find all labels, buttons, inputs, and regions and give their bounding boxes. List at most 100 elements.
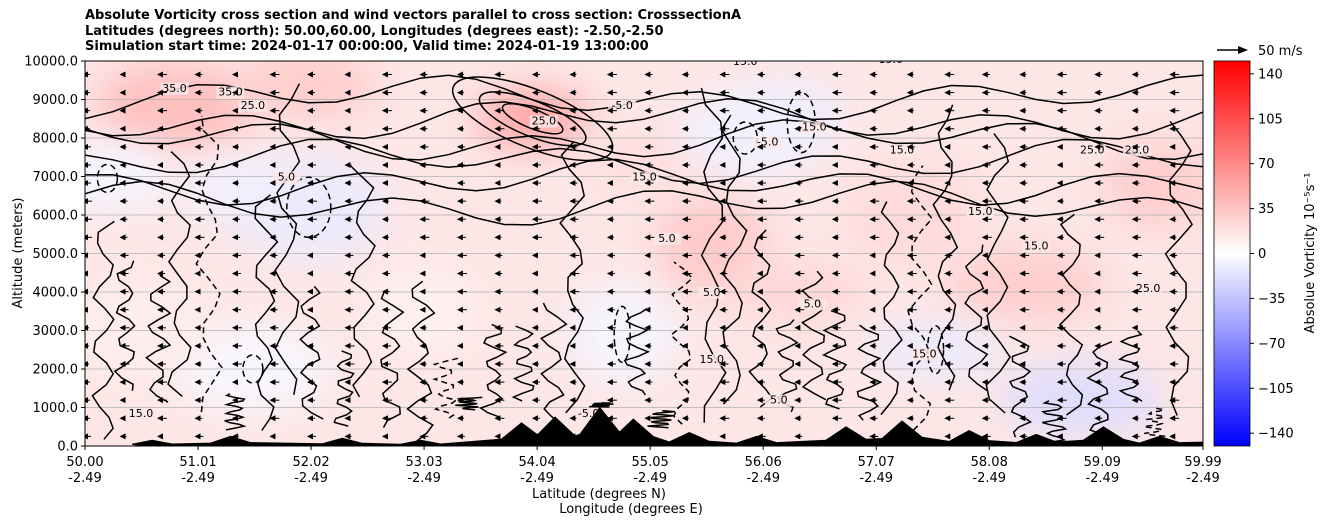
wind-vector-head (531, 107, 538, 114)
wind-vector-head (156, 89, 163, 96)
wind-vector-head (85, 234, 88, 241)
wind-vector-head (344, 379, 351, 386)
wind-vector-head (1131, 324, 1138, 331)
contour-label: 25.0 (241, 99, 266, 112)
wind-vector-head (944, 433, 951, 440)
wind-vector-head (569, 270, 576, 277)
wind-vector-head (156, 270, 163, 277)
wind-vector-head (606, 324, 613, 331)
wind-vector-head (1169, 360, 1176, 367)
wind-vector-head (269, 125, 276, 132)
wind-vector-head (869, 143, 876, 150)
wind-vector-head (831, 379, 838, 386)
contour-line (85, 74, 1203, 121)
wind-vector-head (381, 252, 388, 259)
contour-label: -5.0 (611, 99, 632, 112)
wind-vector-head (1131, 433, 1138, 440)
wind-vector-head (85, 71, 88, 78)
wind-vector-head (119, 143, 126, 150)
wind-vector-head (456, 89, 463, 96)
wind-vector-head (869, 89, 876, 96)
wind-vector-head (794, 288, 801, 295)
chart-title: Absolute Vorticity cross section and win… (85, 8, 741, 55)
wind-vector-head (494, 252, 501, 259)
x-tick-label-lat: 50.00 (66, 455, 103, 470)
wind-vector-head (644, 161, 651, 168)
wind-vector-head (269, 306, 276, 313)
wind-vector-head (1169, 198, 1176, 205)
wind-vector-head (569, 125, 576, 132)
wind-vector-head (756, 342, 763, 349)
wind-vector-head (1169, 216, 1176, 223)
wind-vector-head (456, 71, 463, 78)
wind-vector-head (681, 342, 688, 349)
y-tick-label: 8000.0 (33, 132, 79, 147)
wind-vector-head (719, 270, 726, 277)
contour-label-bg (608, 100, 637, 113)
contour-line (113, 260, 136, 391)
wind-vector-head (419, 107, 426, 114)
colorbar-gradient (1213, 60, 1251, 447)
wind-vector-head (419, 89, 426, 96)
wind-vector-head (719, 71, 726, 78)
contour-line (589, 402, 614, 408)
contour-label: 5.0 (703, 286, 721, 299)
wind-vector-head (606, 216, 613, 223)
contour-line (333, 350, 355, 427)
wind-vector-head (719, 234, 726, 241)
wind-vector-head (681, 270, 688, 277)
wind-vector-head (719, 342, 726, 349)
wind-vector-head (85, 252, 88, 259)
colorbar-label: Absolue Vorticity 10⁻⁵s⁻¹ (1303, 173, 1318, 334)
shading-region (175, 160, 286, 217)
title-line-2: Latitudes (degrees north): 50.00,60.00, … (85, 23, 664, 39)
quiver-key-label: 50 m/s (1258, 44, 1303, 59)
y-axis: 0.0 1000.0 2000.0 3000.0 4000.0 5000.0 6000.0 7… (24, 55, 85, 455)
wind-vector-head (1056, 379, 1063, 386)
wind-vector-head (756, 360, 763, 367)
wind-vector-head (269, 270, 276, 277)
wind-vector-head (1094, 270, 1101, 277)
wind-vector-head (606, 71, 613, 78)
wind-vector-head (494, 180, 501, 187)
wind-vector-head (719, 397, 726, 404)
wind-vector-head (644, 143, 651, 150)
wind-vector-head (644, 234, 651, 241)
wind-vector-head (1056, 252, 1063, 259)
wind-vector-head (906, 216, 913, 223)
wind-vector-head (906, 89, 913, 96)
wind-vector-head (944, 397, 951, 404)
contour-negative (613, 305, 631, 364)
contour-line (274, 83, 301, 395)
wind-vector-head (1019, 89, 1026, 96)
wind-vector-head (119, 360, 126, 367)
wind-vector-head (231, 125, 238, 132)
wind-vector-head (906, 379, 913, 386)
wind-vector-head (569, 342, 576, 349)
wind-vector-head (569, 379, 576, 386)
wind-vector-head (869, 252, 876, 259)
wind-vector-head (494, 433, 501, 440)
shading-region (946, 248, 1105, 321)
wind-vector-head (944, 89, 951, 96)
wind-vector-head (531, 252, 538, 259)
contour-line (85, 180, 1203, 226)
wind-vector-head (644, 360, 651, 367)
colorbar-tick-label: 70 (1258, 157, 1275, 172)
wind-vector-head (531, 198, 538, 205)
wind-vector-head (85, 433, 88, 440)
wind-vector-head (606, 198, 613, 205)
wind-vector-head (794, 360, 801, 367)
wind-vector-head (194, 270, 201, 277)
wind-vector-head (269, 234, 276, 241)
shading-region (567, 282, 678, 387)
quiver-key: 50 m/s (1217, 44, 1303, 59)
wind-vector-head (456, 433, 463, 440)
wind-vector-head (156, 252, 163, 259)
wind-vector-head (1019, 216, 1026, 223)
contour-line (821, 309, 848, 410)
wind-vector-head (944, 288, 951, 295)
wind-vector-head (1094, 107, 1101, 114)
wind-vector-head (156, 342, 163, 349)
wind-vector-head (306, 324, 313, 331)
